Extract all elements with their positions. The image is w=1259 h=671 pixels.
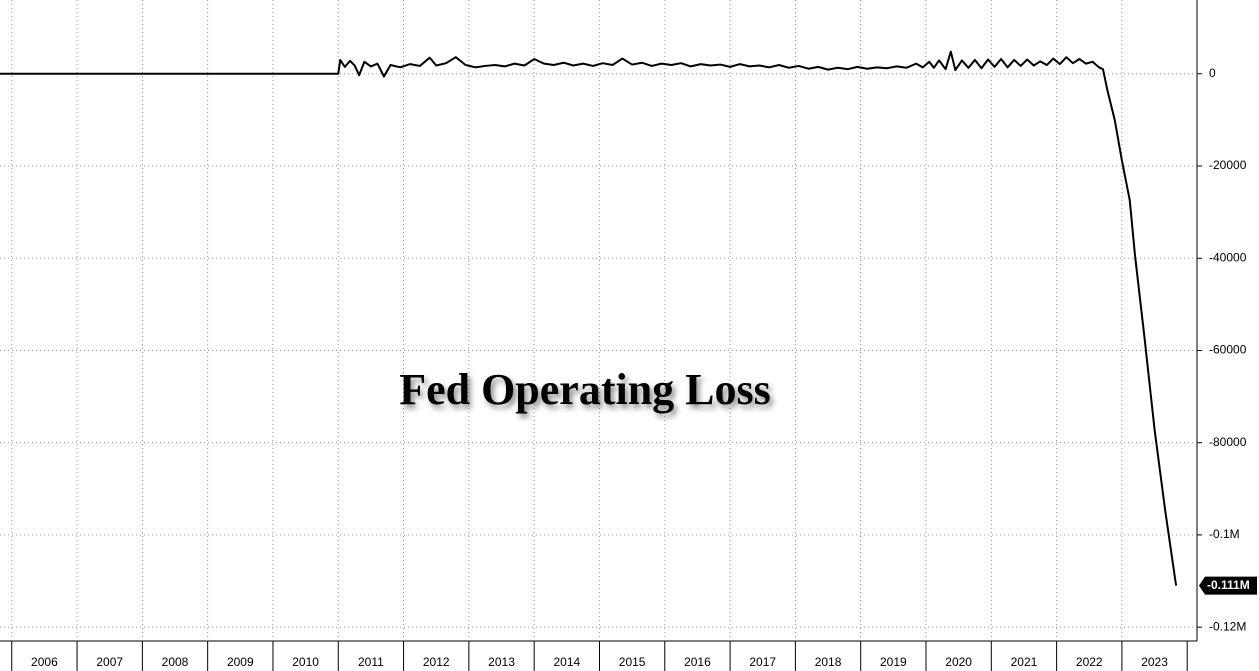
line-series xyxy=(0,50,1178,586)
y-tick-label: -0.1M xyxy=(1209,527,1240,541)
x-tick-label: 2014 xyxy=(553,655,580,669)
x-tick-label: 2011 xyxy=(358,655,384,669)
x-tick-label: 2018 xyxy=(815,655,842,669)
x-tick-label: 2013 xyxy=(488,655,515,669)
x-tick-label: 2019 xyxy=(880,655,907,669)
y-tick-label: -60000 xyxy=(1209,343,1247,357)
x-tick-label: 2009 xyxy=(227,655,254,669)
y-tick-label: 0 xyxy=(1209,66,1216,80)
x-tick-label: 2006 xyxy=(31,655,58,669)
x-tick-label: 2010 xyxy=(292,655,319,669)
x-tick-label: 2020 xyxy=(945,655,972,669)
x-tick-label: 2012 xyxy=(423,655,450,669)
last-value-label: -0.111M xyxy=(1207,578,1250,592)
y-tick-label: -40000 xyxy=(1209,250,1247,264)
x-tick-label: 2007 xyxy=(96,655,123,669)
x-tick-label: 2016 xyxy=(684,655,711,669)
x-tick-label: 2022 xyxy=(1076,655,1103,669)
x-tick-label: 2015 xyxy=(619,655,646,669)
x-tick-label: 2023 xyxy=(1141,655,1168,669)
chart-title: Fed Operating Loss xyxy=(399,365,771,414)
y-tick-label: -20000 xyxy=(1209,158,1247,172)
x-tick-label: 2021 xyxy=(1011,655,1038,669)
y-tick-label: -0.12M xyxy=(1209,619,1246,633)
x-tick-label: 2008 xyxy=(162,655,189,669)
last-value-box xyxy=(1199,576,1257,595)
x-tick-label: 2017 xyxy=(749,655,776,669)
y-tick-label: -80000 xyxy=(1209,435,1247,449)
